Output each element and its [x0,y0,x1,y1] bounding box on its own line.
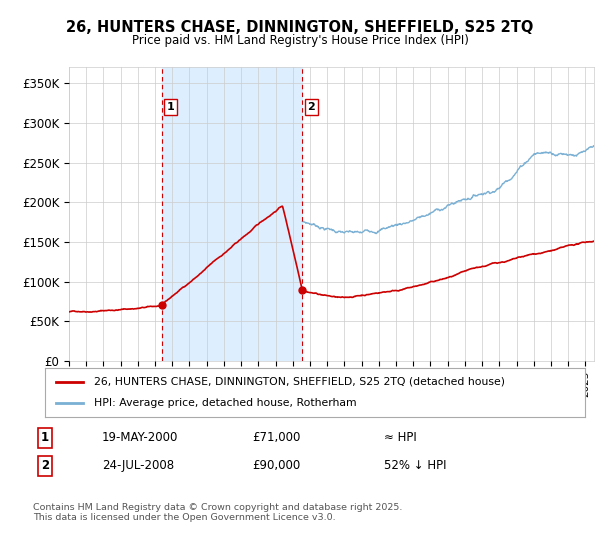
Text: 2: 2 [308,102,316,112]
Text: 24-JUL-2008: 24-JUL-2008 [102,459,174,473]
Text: £71,000: £71,000 [252,431,301,445]
Text: HPI: Average price, detached house, Rotherham: HPI: Average price, detached house, Roth… [94,398,356,408]
Text: 1: 1 [41,431,49,445]
Text: 1: 1 [167,102,175,112]
Text: 52% ↓ HPI: 52% ↓ HPI [384,459,446,473]
Text: 19-MAY-2000: 19-MAY-2000 [102,431,178,445]
Text: ≈ HPI: ≈ HPI [384,431,417,445]
Text: 26, HUNTERS CHASE, DINNINGTON, SHEFFIELD, S25 2TQ (detached house): 26, HUNTERS CHASE, DINNINGTON, SHEFFIELD… [94,377,505,387]
Text: 2: 2 [41,459,49,473]
Bar [161,67,302,361]
Text: 26, HUNTERS CHASE, DINNINGTON, SHEFFIELD, S25 2TQ: 26, HUNTERS CHASE, DINNINGTON, SHEFFIELD… [67,20,533,35]
Text: £90,000: £90,000 [252,459,300,473]
Text: Price paid vs. HM Land Registry's House Price Index (HPI): Price paid vs. HM Land Registry's House … [131,34,469,46]
Text: Contains HM Land Registry data © Crown copyright and database right 2025.
This d: Contains HM Land Registry data © Crown c… [33,503,403,522]
